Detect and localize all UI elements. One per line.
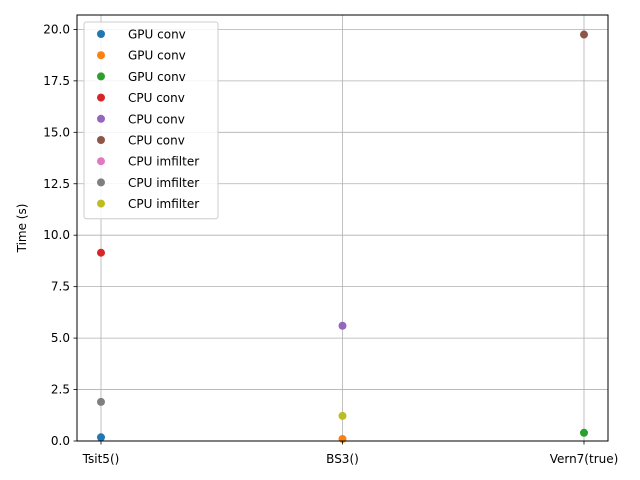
legend-entry: CPU conv [128,91,185,105]
legend-marker [97,178,105,187]
y-axis: 0.0 2.5 5.0 7.5 10.0 12.5 15.0 17.5 20.0 [43,22,77,448]
data-point [97,248,105,257]
y-tick-label: 15.0 [43,125,70,139]
legend-marker [97,72,105,81]
data-point [580,428,588,437]
legend-entry: CPU conv [128,134,185,148]
legend-entry: CPU conv [128,112,185,126]
legend: GPU conv GPU conv GPU conv CPU conv CPU conv… [83,21,219,220]
y-tick-label: 5.0 [51,331,70,345]
y-tick-label: 20.0 [43,22,70,36]
data-point [338,411,347,420]
x-axis: Tsit5() BS3() Vern7(true) [82,441,619,466]
y-tick-label: 10.0 [43,228,70,242]
legend-marker [97,157,105,166]
y-tick-label: 2.5 [51,383,70,397]
y-tick-label: 7.5 [51,280,70,294]
data-point [97,433,105,442]
x-tick-label: Vern7(true) [550,452,619,466]
x-tick-label: Tsit5() [82,452,120,466]
y-tick-label: 17.5 [43,74,70,88]
data-point [338,321,347,330]
x-tick-label: BS3() [326,452,359,466]
legend-marker [97,114,105,123]
y-tick-label: 0.0 [51,434,70,448]
legend-entry: GPU conv [128,49,186,63]
data-point [97,397,105,406]
legend-entry: CPU imfilter [128,176,199,190]
legend-entry: GPU conv [128,28,186,42]
legend-entry: GPU conv [128,70,186,84]
legend-marker [97,93,105,102]
legend-entry: CPU imfilter [128,197,199,211]
y-axis-title: Time (s) [15,204,29,254]
legend-entry: CPU imfilter [128,155,199,169]
legend-box [83,21,219,220]
y-tick-label: 12.5 [43,177,70,191]
legend-marker [97,30,105,38]
legend-marker [97,136,105,144]
legend-marker [97,199,105,208]
legend-marker [97,51,105,60]
data-point [580,30,588,39]
